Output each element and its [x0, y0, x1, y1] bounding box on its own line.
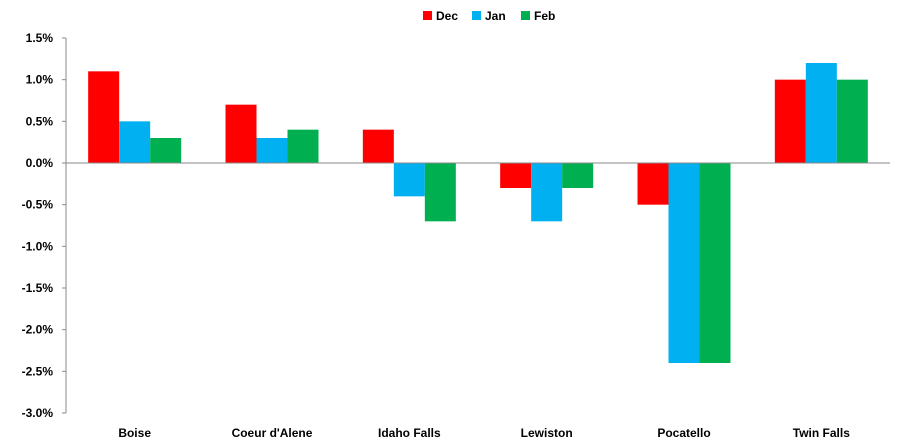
bar-coeur-d-alene-dec	[225, 104, 257, 163]
y-tick-label: -3.0%	[22, 406, 54, 420]
bar-lewiston-dec	[500, 163, 532, 188]
y-tick-label: -2.0%	[22, 323, 54, 337]
bar-layer	[88, 63, 868, 363]
axis-layer	[65, 38, 890, 413]
legend-label-dec: Dec	[436, 9, 458, 23]
y-tick-label: -2.5%	[22, 364, 54, 378]
bar-pocatello-dec	[637, 163, 669, 205]
bar-idaho-falls-dec	[362, 129, 394, 163]
bar-coeur-d-alene-feb	[287, 129, 319, 163]
bar-pocatello-jan	[668, 163, 700, 363]
legend-swatch-jan	[472, 11, 481, 20]
legend-swatch-dec	[423, 11, 432, 20]
legend-swatch-feb	[521, 11, 530, 20]
y-axis-ticks: 1.5% 1.0% 0.5% 0.0% -0.5% -1.0% -1.5% -2.0% -2.5…	[22, 31, 66, 420]
bar-boise-jan	[119, 121, 151, 163]
bar-twin-falls-jan	[805, 63, 837, 163]
bar-idaho-falls-jan	[393, 163, 425, 197]
bar-twin-falls-dec	[774, 79, 806, 163]
bar-twin-falls-feb	[836, 79, 868, 163]
bar-lewiston-jan	[531, 163, 563, 222]
y-tick-label: 1.0%	[26, 73, 54, 87]
legend-label-jan: Jan	[485, 9, 506, 23]
chart-legend: Dec Jan Feb	[423, 9, 555, 23]
y-tick-label: 0.5%	[26, 114, 54, 128]
bar-boise-dec	[88, 71, 120, 163]
y-tick-label: 1.5%	[26, 31, 54, 45]
y-tick-label: -1.5%	[22, 281, 54, 295]
x-axis-labels: Boise Coeur d'Alene Idaho Falls Lewiston Poc…	[118, 426, 850, 440]
bar-lewiston-feb	[562, 163, 594, 188]
y-tick-label: -1.0%	[22, 239, 54, 253]
legend-label-feb: Feb	[534, 9, 555, 23]
x-category-label-boise: Boise	[118, 426, 151, 440]
bar-idaho-falls-feb	[424, 163, 456, 222]
x-category-label-pocatello: Pocatello	[657, 426, 710, 440]
x-category-label-lewiston: Lewiston	[521, 426, 573, 440]
bar-boise-feb	[150, 138, 182, 163]
bar-pocatello-feb	[699, 163, 731, 363]
y-tick-label: -0.5%	[22, 198, 54, 212]
x-category-label-coeur-d-alene: Coeur d'Alene	[232, 426, 313, 440]
x-category-label-idaho-falls: Idaho Falls	[378, 426, 441, 440]
bar-coeur-d-alene-jan	[256, 138, 288, 163]
x-category-label-twin-falls: Twin Falls	[793, 426, 850, 440]
y-tick-label: 0.0%	[26, 156, 54, 170]
